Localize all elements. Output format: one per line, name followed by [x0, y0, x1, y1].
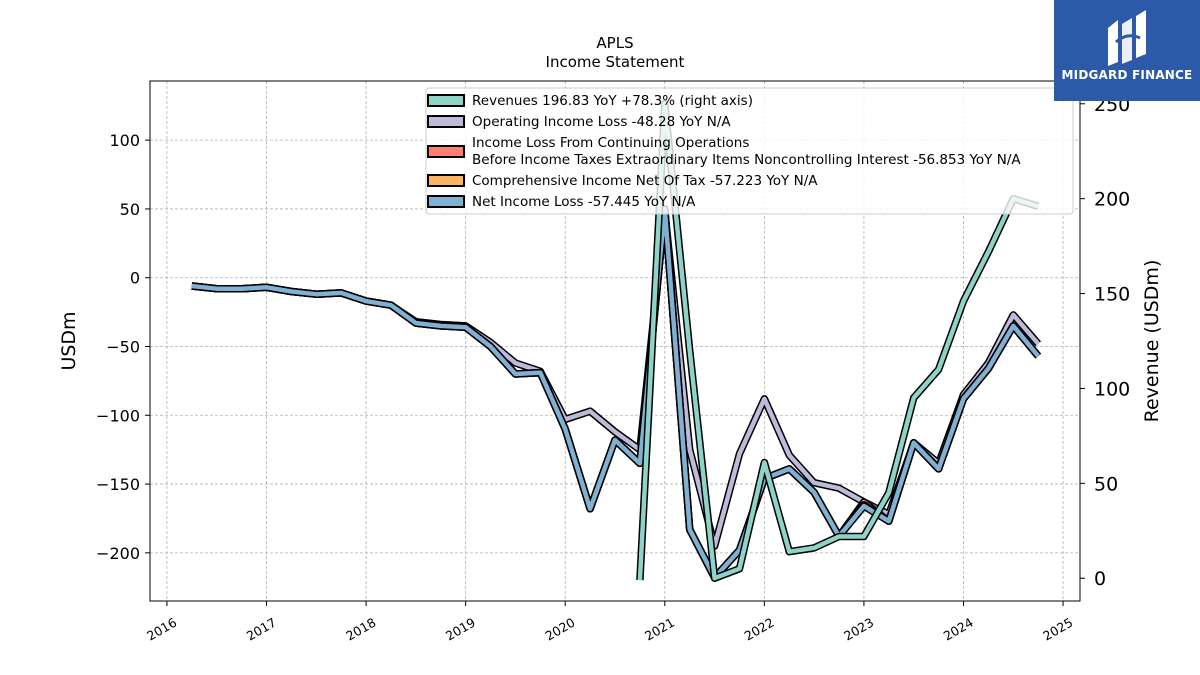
y2-tick-label: 200 [1094, 189, 1130, 211]
x-tick-label: 2025 [1040, 615, 1075, 644]
plot-frame [149, 80, 1081, 602]
series-line-1 [191, 209, 1040, 549]
y-tick-label: 0 [130, 269, 140, 288]
legend-label: Income Loss From Continuing Operations Be… [472, 135, 1021, 168]
x-tick-label: 2022 [742, 615, 777, 644]
y-tick-label: −50 [106, 338, 140, 357]
x-tick-label: 2020 [542, 615, 577, 644]
logo-text: MIDGARD FINANCE [1061, 68, 1193, 82]
legend-label: Revenues 196.83 YoY +78.3% (right axis) [472, 93, 753, 109]
x-tick-label: 2017 [244, 615, 279, 644]
series-lines [191, 100, 1042, 582]
logo-mark-icon [1108, 10, 1146, 66]
legend: Revenues 196.83 YoY +78.3% (right axis) O… [425, 87, 1074, 215]
x-tick-label: 2016 [144, 615, 179, 644]
chart-title: APLS [596, 34, 633, 52]
legend-swatch [427, 195, 465, 208]
x-tick-label: 2023 [841, 615, 876, 644]
legend-swatch [427, 145, 465, 158]
series-line-4 [191, 206, 1040, 580]
series-line-3 [191, 206, 1040, 580]
series-outline-2 [191, 205, 1042, 582]
y-tick-label: 100 [109, 131, 140, 150]
legend-swatch [427, 94, 465, 107]
series-line-2 [191, 206, 1040, 580]
x-tick-label: 2021 [642, 615, 677, 644]
midgard-finance-logo: MIDGARD FINANCE [1054, 0, 1200, 101]
legend-box [425, 87, 1074, 215]
legend-label: Operating Income Loss -48.28 YoY N/A [472, 114, 731, 130]
legend-swatch [427, 115, 465, 128]
y2-tick-label: 150 [1094, 284, 1130, 306]
y-axis-label: USDm [58, 311, 80, 370]
y2-axis-label: Revenue (USDm) [1141, 260, 1163, 423]
legend-swatch [427, 174, 465, 187]
x-tick-label: 2024 [941, 615, 976, 644]
y-tick-label: −150 [96, 475, 140, 494]
chart-subtitle: Income Statement [546, 53, 685, 71]
series-line-0 [637, 101, 1039, 581]
y-tick-label: 50 [120, 200, 140, 219]
series-outline-4 [191, 205, 1042, 582]
y2-tick-label: 100 [1094, 378, 1130, 400]
y2-tick-label: 0 [1094, 568, 1106, 590]
x-tick-label: 2018 [343, 615, 378, 644]
x-tick-label: 2019 [443, 615, 478, 644]
series-outline-3 [191, 205, 1042, 582]
y-tick-label: −100 [96, 406, 140, 425]
legend-label: Comprehensive Income Net Of Tax -57.223 … [472, 173, 818, 189]
y-tick-label: −200 [96, 544, 140, 563]
series-outline-1 [191, 207, 1042, 550]
y2-tick-label: 50 [1094, 473, 1118, 495]
legend-label: Net Income Loss -57.445 YoY N/A [472, 194, 696, 210]
